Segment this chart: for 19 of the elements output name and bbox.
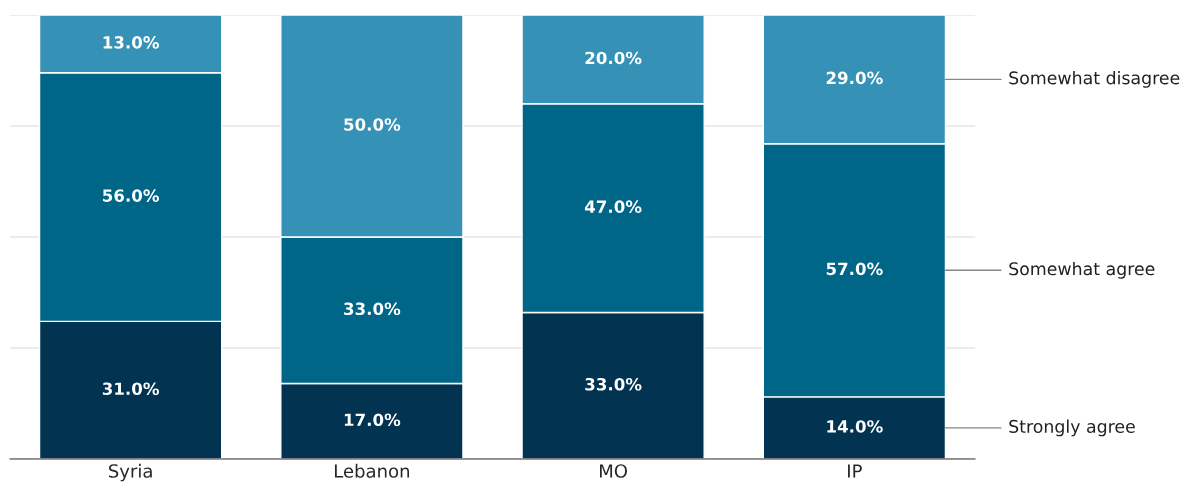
x-tick-label: Syria <box>108 463 152 482</box>
data-label: 33.0% <box>585 377 642 391</box>
data-label: 33.0% <box>344 302 401 316</box>
data-label: 47.0% <box>584 200 642 213</box>
x-tick-label: MO <box>600 464 627 478</box>
text: Strongly agree <box>1009 419 1135 437</box>
data-label: 17.0% <box>344 413 401 427</box>
data-label: 13.0% <box>103 36 160 49</box>
data-label: 20.0% <box>585 51 642 65</box>
data-label: 57.0% <box>826 262 883 276</box>
data-label: 31.0% <box>102 382 160 396</box>
data-label: 14.0% <box>827 420 883 433</box>
x-tick-label: IP <box>848 464 862 478</box>
text: Somewhat agree <box>1009 261 1155 279</box>
data-label: 50.0% <box>344 118 401 131</box>
text: Somewhat disagree <box>1009 70 1180 88</box>
data-label: 56.0% <box>103 189 160 202</box>
x-tick-label: Lebanon <box>334 463 409 478</box>
data-label: 29.0% <box>826 71 883 85</box>
